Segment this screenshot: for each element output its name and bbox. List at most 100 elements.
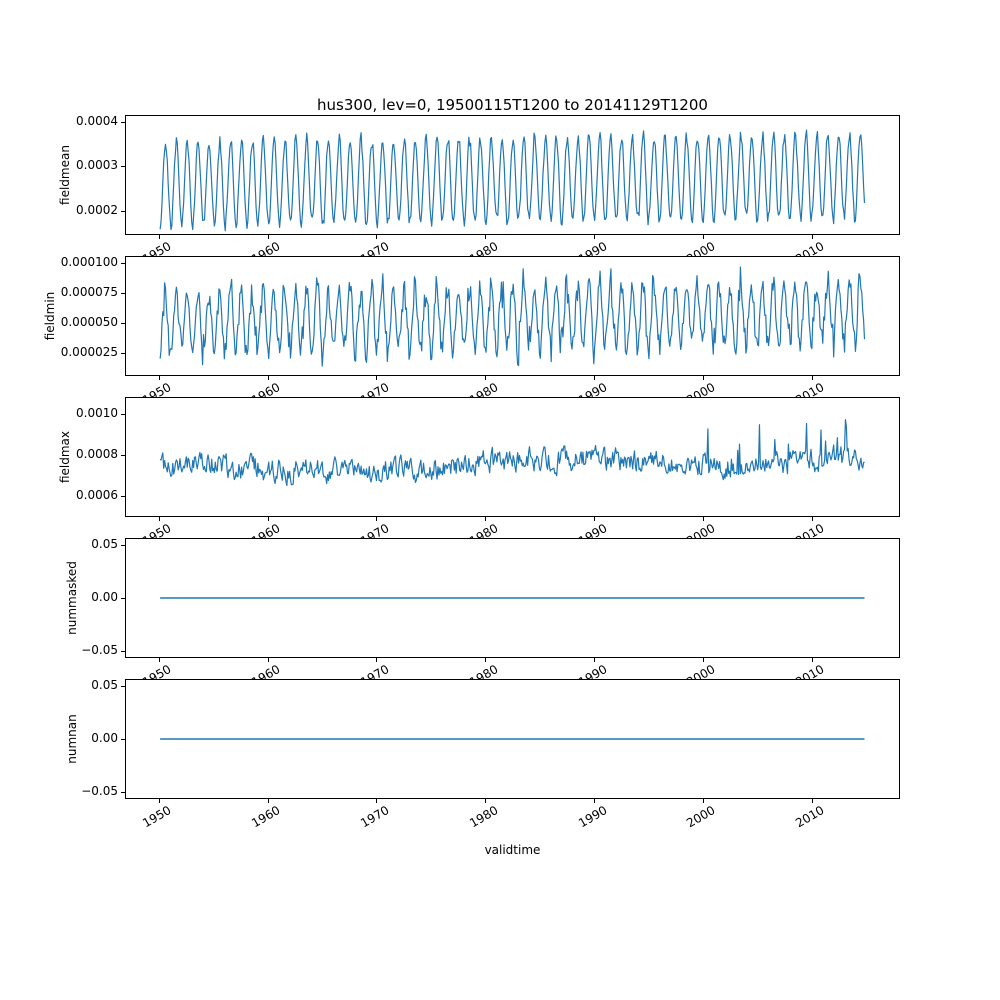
x-tick-mark <box>811 376 813 380</box>
x-tick-mark <box>484 799 486 803</box>
x-tick-mark <box>158 658 160 662</box>
y-tick-label: 0.000075 <box>60 285 118 300</box>
subplot-numnan: numnan −0.05 0.00 0.05 1950 1960 1970 1980 1990… <box>0 677 1000 830</box>
y-tick-mark <box>121 352 125 354</box>
fieldmin-line-chart <box>159 266 866 367</box>
y-tick-mark <box>121 738 125 740</box>
fieldmean-line-chart <box>159 129 866 232</box>
y-tick-label: 0.0004 <box>76 113 118 128</box>
y-tick-label: 0.0008 <box>76 446 118 461</box>
y-axis-title-fieldmean: fieldmean <box>57 145 72 205</box>
y-tick-label: 0.000025 <box>60 345 118 360</box>
x-tick-label: 1980 <box>466 803 501 831</box>
x-tick-mark <box>484 376 486 380</box>
y-tick-mark <box>121 165 125 167</box>
x-axis-title: validtime <box>484 843 541 857</box>
y-tick-label: −0.05 <box>81 643 118 658</box>
y-axis-title-nummasked: nummasked <box>65 561 79 635</box>
figure-title: hus300, lev=0, 19500115T1200 to 20141129… <box>317 96 708 114</box>
y-tick-mark <box>121 495 125 497</box>
x-tick-mark <box>811 799 813 803</box>
data-series-line <box>159 419 865 487</box>
y-tick-mark <box>121 292 125 294</box>
y-tick-label: 0.00 <box>91 731 118 745</box>
numnan-line-chart <box>160 738 865 740</box>
x-tick-mark <box>158 799 160 803</box>
x-tick-mark <box>484 517 486 521</box>
x-tick-mark <box>375 658 377 662</box>
x-tick-mark <box>702 658 704 662</box>
plot-area-fieldmin <box>125 256 900 376</box>
y-tick-mark <box>121 685 125 687</box>
x-tick-mark <box>267 517 269 521</box>
y-tick-label: 0.000100 <box>60 255 118 270</box>
y-tick-mark <box>121 454 125 456</box>
x-tick-mark <box>593 235 595 239</box>
y-tick-mark <box>121 210 125 212</box>
y-tick-label: 0.05 <box>91 677 118 692</box>
x-tick-mark <box>593 658 595 662</box>
y-axis-title-numnan: numnan <box>65 714 79 764</box>
y-tick-mark <box>121 650 125 652</box>
x-tick-mark <box>484 658 486 662</box>
y-tick-label: 0.0010 <box>76 406 118 421</box>
x-tick-mark <box>267 799 269 803</box>
y-tick-mark <box>121 262 125 264</box>
y-tick-mark <box>121 544 125 546</box>
x-tick-mark <box>702 517 704 521</box>
y-tick-mark <box>121 413 125 415</box>
y-tick-label: −0.05 <box>81 784 118 799</box>
x-tick-mark <box>158 235 160 239</box>
y-tick-mark <box>121 597 125 599</box>
y-tick-label: 0.000050 <box>60 315 118 330</box>
data-series-line <box>159 129 866 232</box>
x-tick-mark <box>375 517 377 521</box>
x-tick-mark <box>158 517 160 521</box>
x-tick-mark <box>702 799 704 803</box>
x-tick-label: 1950 <box>140 803 174 831</box>
nummasked-line-chart <box>160 597 865 599</box>
x-tick-label: 1960 <box>249 803 283 831</box>
x-tick-mark <box>593 517 595 521</box>
y-tick-label: 0.05 <box>91 536 118 551</box>
x-tick-label: 2010 <box>793 803 827 831</box>
subplot-fieldmin: fieldmin 0.000025 0.000050 0.000075 0.00010… <box>0 255 1000 407</box>
plot-area-fieldmean <box>125 115 900 235</box>
x-tick-label: 1970 <box>357 803 392 831</box>
x-tick-mark <box>811 517 813 521</box>
y-tick-mark <box>121 121 125 123</box>
y-tick-label: 0.0002 <box>76 202 118 217</box>
fieldmax-line-chart <box>159 419 865 487</box>
y-tick-mark <box>121 791 125 793</box>
x-tick-mark <box>484 235 486 239</box>
x-tick-mark <box>811 658 813 662</box>
y-axis-title-fieldmin: fieldmin <box>43 291 58 341</box>
subplot-fieldmean: fieldmean 0.0002 0.0003 0.0004 1950 1960 1970… <box>0 113 1000 266</box>
plot-area-fieldmax <box>125 397 900 517</box>
x-tick-mark <box>702 235 704 239</box>
x-tick-mark <box>158 376 160 380</box>
data-series-line <box>159 266 866 367</box>
x-tick-mark <box>593 799 595 803</box>
x-tick-label: 1990 <box>575 803 610 831</box>
y-tick-label: 0.0006 <box>76 487 118 502</box>
x-tick-mark <box>375 235 377 239</box>
x-tick-mark <box>593 376 595 380</box>
x-tick-label: 2000 <box>684 803 718 831</box>
y-axis-title-fieldmax: fieldmax <box>57 430 72 484</box>
x-tick-mark <box>375 376 377 380</box>
subplot-nummasked: nummasked −0.05 0.00 0.05 1950 1960 1970 1980 1… <box>0 536 1000 689</box>
plot-area-nummasked <box>125 538 900 658</box>
subplot-fieldmax: fieldmax 0.0006 0.0008 0.0010 1950 1960 1970 1… <box>0 397 1000 548</box>
x-tick-mark <box>702 376 704 380</box>
plot-area-numnan <box>125 679 900 799</box>
y-tick-label: 0.0003 <box>76 158 118 173</box>
x-tick-mark <box>267 376 269 380</box>
x-tick-mark <box>267 658 269 662</box>
y-tick-mark <box>121 322 125 324</box>
x-tick-mark <box>375 799 377 803</box>
x-tick-mark <box>267 235 269 239</box>
x-tick-mark <box>811 235 813 239</box>
y-tick-label: 0.00 <box>91 590 118 604</box>
